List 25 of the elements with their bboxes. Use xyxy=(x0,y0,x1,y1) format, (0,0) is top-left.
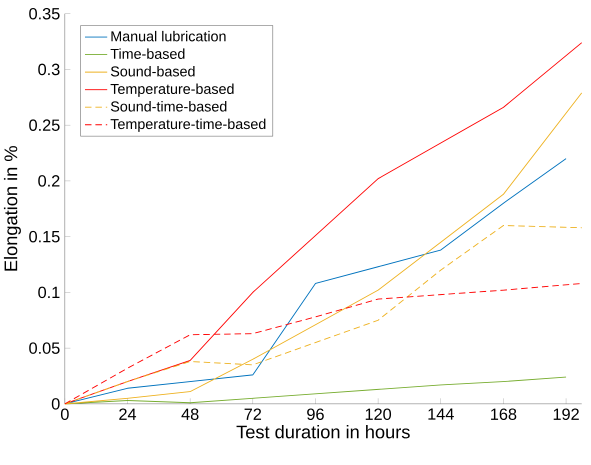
x-tick-label: 0 xyxy=(60,408,69,420)
legend-label: Temperature-time-based xyxy=(110,118,266,132)
legend-label: Temperature-based xyxy=(110,84,234,98)
y-axis-title: Elongation in % xyxy=(4,146,21,271)
x-axis-title: Test duration in hours xyxy=(236,425,410,439)
x-tick-label: 96 xyxy=(307,408,324,420)
y-tick-label: 0.2 xyxy=(38,175,60,187)
y-tick-label: 0.05 xyxy=(29,342,60,354)
x-tick-label: 120 xyxy=(366,408,392,420)
legend-label: Manual lubrication xyxy=(111,31,226,42)
y-tick-label: 0.25 xyxy=(29,120,60,132)
legend-label: Sound-time-based xyxy=(110,101,226,112)
y-tick-label: 0.15 xyxy=(29,231,60,243)
y-tick-label: 0.1 xyxy=(38,286,60,298)
x-tick-label: 48 xyxy=(181,408,199,420)
x-tick-label: 144 xyxy=(428,408,454,420)
legend-label: Sound-based xyxy=(110,66,195,77)
y-tick-label: 0.35 xyxy=(29,8,60,20)
y-tick-label: 0 xyxy=(52,398,60,410)
x-tick-label: 192 xyxy=(554,408,579,420)
x-tick-label: 24 xyxy=(119,408,136,420)
y-tick-label: 0.3 xyxy=(38,64,60,76)
x-tick-label: 72 xyxy=(244,408,262,420)
legend-label: Time-based xyxy=(110,48,184,60)
x-tick-label: 168 xyxy=(491,408,516,420)
